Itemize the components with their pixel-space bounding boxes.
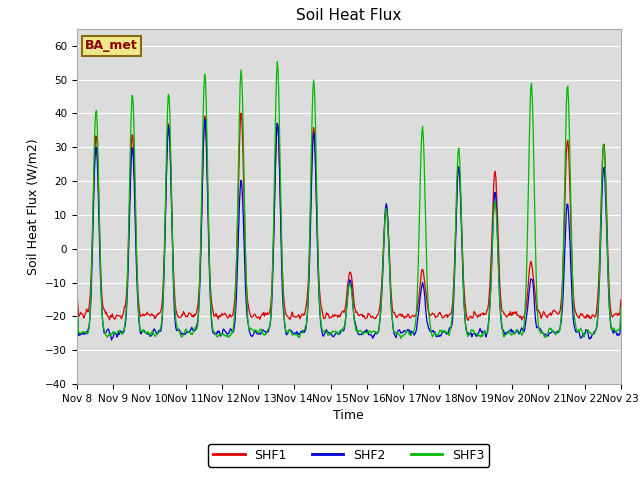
SHF3 bbox=[273, 59, 281, 64]
SHF3 bbox=[433, 332, 440, 337]
Y-axis label: Soil Heat Flux (W/m2): Soil Heat Flux (W/m2) bbox=[27, 138, 40, 275]
SHF2 bbox=[433, 334, 440, 339]
Line: SHF3: SHF3 bbox=[77, 61, 621, 338]
X-axis label: Time: Time bbox=[333, 409, 364, 422]
SHF3 bbox=[83, 330, 90, 336]
SHF3 bbox=[73, 287, 81, 293]
SHF1 bbox=[617, 297, 625, 303]
SHF1 bbox=[139, 312, 147, 318]
SHF2 bbox=[201, 117, 209, 122]
SHF2 bbox=[140, 327, 147, 333]
SHF1 bbox=[237, 110, 245, 116]
SHF3 bbox=[397, 336, 404, 341]
SHF3 bbox=[617, 306, 625, 312]
SHF1 bbox=[73, 283, 81, 288]
SHF3 bbox=[194, 320, 202, 326]
SHF2 bbox=[417, 293, 424, 299]
SHF2 bbox=[224, 331, 232, 336]
SHF2 bbox=[73, 290, 81, 296]
SHF1 bbox=[83, 306, 90, 312]
Line: SHF1: SHF1 bbox=[77, 113, 621, 321]
SHF1 bbox=[464, 318, 472, 324]
SHF1 bbox=[223, 313, 230, 319]
Legend: SHF1, SHF2, SHF3: SHF1, SHF2, SHF3 bbox=[209, 444, 489, 467]
SHF2 bbox=[108, 337, 115, 343]
SHF2 bbox=[617, 310, 625, 316]
SHF2 bbox=[195, 308, 202, 314]
Title: Soil Heat Flux: Soil Heat Flux bbox=[296, 9, 401, 24]
SHF3 bbox=[223, 334, 230, 340]
SHF2 bbox=[83, 328, 90, 334]
SHF3 bbox=[417, 176, 424, 181]
SHF1 bbox=[194, 303, 202, 309]
SHF3 bbox=[139, 329, 147, 335]
Line: SHF2: SHF2 bbox=[77, 120, 621, 340]
Text: BA_met: BA_met bbox=[85, 39, 138, 52]
SHF1 bbox=[416, 289, 424, 295]
SHF1 bbox=[431, 315, 439, 321]
